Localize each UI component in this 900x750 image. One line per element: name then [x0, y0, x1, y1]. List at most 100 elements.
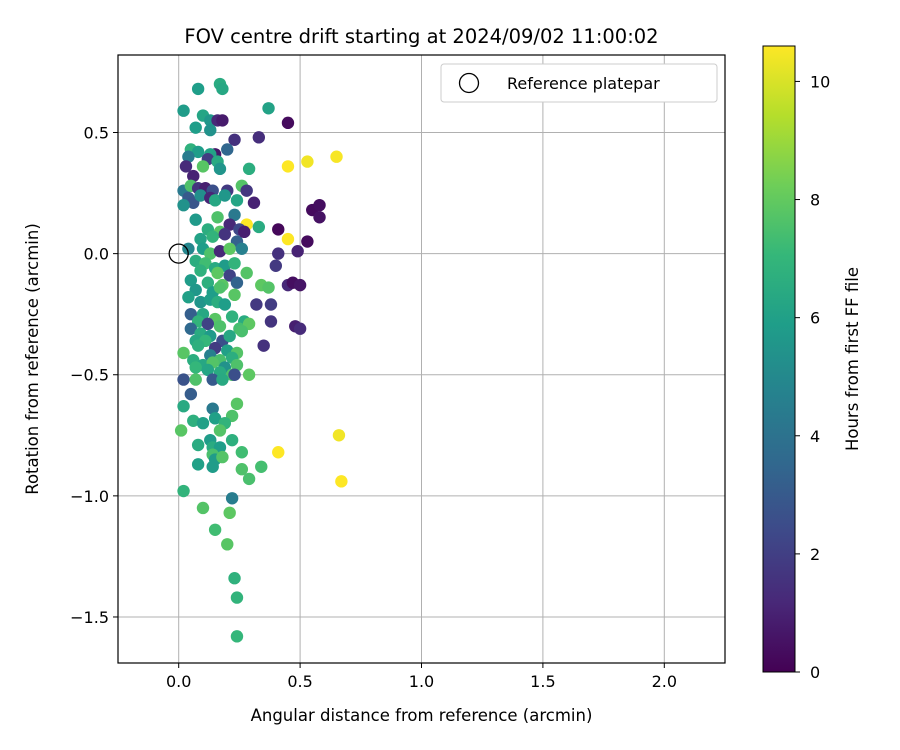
- colorbar-ticks: 0 2 4 6 8 10: [795, 72, 830, 682]
- data-point: [211, 211, 224, 224]
- data-point: [225, 310, 239, 323]
- data-point: [208, 194, 222, 207]
- data-point: [201, 317, 215, 331]
- y-axis-ticks: 0.5 0.0 −0.5 −1.0 −1.5: [70, 124, 118, 627]
- data-point: [177, 400, 190, 413]
- data-point: [208, 523, 222, 536]
- colorbar-tick-label: 6: [810, 309, 820, 328]
- y-tick-label: −1.0: [70, 487, 109, 506]
- data-point: [182, 242, 195, 255]
- data-point: [218, 298, 232, 311]
- data-point: [223, 242, 236, 255]
- data-point: [189, 213, 202, 226]
- data-point: [213, 320, 227, 333]
- data-point: [213, 162, 227, 176]
- data-point: [235, 242, 249, 255]
- data-point: [225, 492, 239, 505]
- data-point: [240, 266, 253, 280]
- data-point: [230, 358, 244, 372]
- data-point: [184, 274, 198, 287]
- data-point: [223, 329, 236, 343]
- data-point: [196, 501, 210, 515]
- data-point: [189, 254, 202, 268]
- data-point: [228, 257, 241, 270]
- data-point: [196, 416, 210, 430]
- data-point: [247, 196, 261, 209]
- colorbar-tick-label: 4: [810, 427, 820, 446]
- data-point: [262, 281, 275, 294]
- data-point: [240, 184, 253, 197]
- data-point: [223, 506, 236, 520]
- data-point: [213, 424, 227, 437]
- data-point: [313, 211, 326, 224]
- data-point: [216, 82, 229, 96]
- data-point: [281, 160, 295, 173]
- data-point: [221, 538, 234, 551]
- legend-marker-open-circle: [458, 72, 480, 94]
- data-point: [182, 291, 195, 304]
- colorbar-tick-label: 2: [810, 545, 820, 564]
- y-tick-label: −1.5: [70, 608, 109, 627]
- chart-title: FOV centre drift starting at 2024/09/02 …: [184, 25, 658, 48]
- data-point: [206, 460, 219, 473]
- data-point: [201, 363, 215, 377]
- data-point: [187, 169, 200, 183]
- data-point: [177, 373, 190, 386]
- data-point: [235, 324, 249, 338]
- data-point: [213, 245, 227, 258]
- data-point: [238, 225, 251, 239]
- colorbar-tick-label: 10: [810, 72, 830, 91]
- data-point: [177, 198, 190, 212]
- data-point: [250, 298, 263, 311]
- data-point: [255, 460, 268, 473]
- data-point: [211, 266, 224, 280]
- x-axis-label: Angular distance from reference (arcmin): [251, 706, 593, 725]
- data-point: [272, 223, 285, 236]
- data-point: [230, 630, 244, 643]
- data-point: [228, 368, 241, 381]
- data-point: [230, 397, 244, 411]
- data-point: [257, 339, 270, 352]
- data-point: [223, 218, 236, 231]
- data-point: [230, 276, 244, 289]
- data-point: [194, 264, 207, 277]
- data-point: [191, 82, 205, 96]
- data-point: [262, 102, 275, 115]
- data-point: [281, 116, 295, 130]
- data-point: [235, 446, 249, 459]
- data-point: [332, 429, 346, 442]
- data-point: [208, 412, 222, 425]
- data-point: [264, 298, 278, 311]
- data-point: [191, 438, 205, 452]
- data-point: [281, 232, 295, 246]
- data-point: [177, 484, 190, 498]
- data-point: [293, 278, 307, 292]
- data-point: [184, 322, 198, 335]
- data-point: [182, 150, 195, 163]
- data-point: [218, 228, 232, 241]
- data-point: [228, 288, 241, 302]
- y-axis-label: Rotation from reference (arcmin): [23, 223, 42, 495]
- data-point: [228, 572, 241, 585]
- x-tick-label: 2.0: [652, 672, 677, 691]
- data-point: [194, 232, 207, 246]
- data-point: [206, 230, 219, 243]
- x-tick-label: 0.5: [287, 672, 312, 691]
- data-point: [174, 424, 188, 437]
- data-point: [191, 339, 205, 352]
- x-tick-label: 1.5: [530, 672, 555, 691]
- data-point: [194, 295, 207, 309]
- data-point: [252, 131, 266, 144]
- colorbar-label: Hours from first FF file: [843, 267, 862, 451]
- data-point: [252, 220, 266, 234]
- y-tick-label: −0.5: [70, 366, 109, 385]
- data-point: [293, 322, 307, 335]
- data-point: [264, 315, 278, 328]
- x-tick-label: 1.0: [409, 672, 434, 691]
- data-point: [206, 402, 219, 415]
- reference-platepar-marker: [168, 243, 189, 264]
- data-point: [242, 472, 256, 486]
- data-point: [204, 123, 217, 137]
- data-point: [216, 114, 229, 127]
